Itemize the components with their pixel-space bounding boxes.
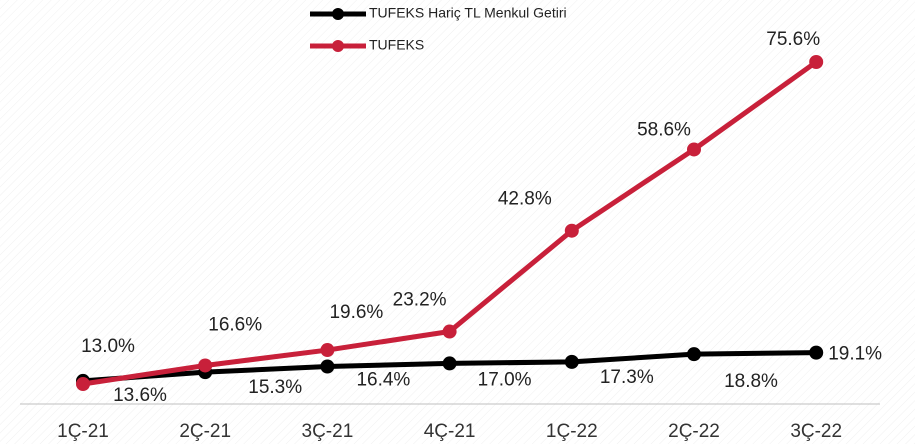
data-label: 15.3% xyxy=(248,377,302,398)
legend-marker xyxy=(332,40,344,52)
data-point xyxy=(687,142,701,157)
legend-marker xyxy=(332,8,344,20)
data-point xyxy=(809,55,824,69)
x-tick-label: 3Ç-22 xyxy=(790,421,842,442)
data-point xyxy=(809,345,824,360)
data-point xyxy=(320,343,335,358)
x-tick-label: 1Ç-21 xyxy=(57,421,109,442)
data-point xyxy=(198,358,213,373)
data-point xyxy=(442,324,457,339)
data-label: 19.6% xyxy=(329,302,383,323)
x-tick-label: 3Ç-21 xyxy=(302,421,354,442)
data-label: 16.4% xyxy=(356,370,410,391)
x-tick-label: 1Ç-22 xyxy=(546,421,598,442)
data-point xyxy=(442,356,457,371)
data-label: 58.6% xyxy=(637,119,691,140)
data-label: 23.2% xyxy=(393,290,447,311)
data-label: 13.0% xyxy=(81,336,135,357)
data-label: 42.8% xyxy=(498,189,552,210)
data-label: 17.3% xyxy=(600,367,654,388)
data-point xyxy=(320,359,335,374)
legend-label: TUFEKS Hariç TL Menkul Getiri xyxy=(369,5,567,21)
data-point xyxy=(564,354,579,369)
data-point xyxy=(76,377,90,391)
data-label: 13.6% xyxy=(113,385,167,406)
data-label: 75.6% xyxy=(766,29,820,50)
x-tick-label: 2Ç-22 xyxy=(668,421,720,442)
data-label: 16.6% xyxy=(208,314,262,335)
data-label: 18.8% xyxy=(724,371,778,392)
x-tick-label: 4Ç-21 xyxy=(424,421,476,442)
x-tick-label: 2Ç-21 xyxy=(179,421,231,442)
legend-label: TUFEKS xyxy=(369,37,424,53)
data-point xyxy=(564,223,579,238)
data-label: 17.0% xyxy=(478,369,532,390)
data-label: 19.1% xyxy=(828,344,882,365)
data-point xyxy=(687,347,701,362)
